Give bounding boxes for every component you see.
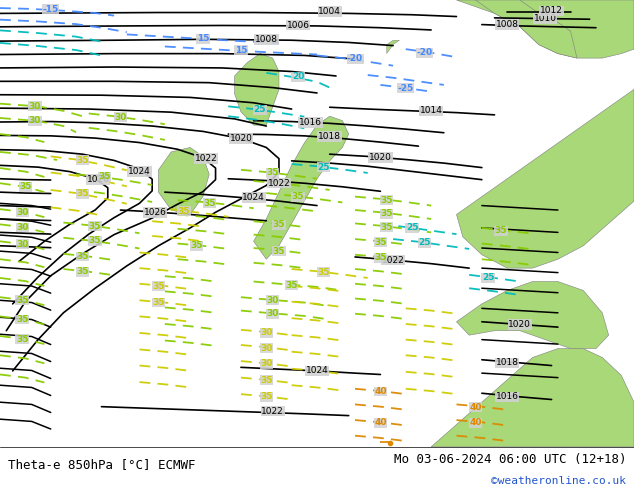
Text: 30: 30 (16, 223, 29, 232)
Text: 15: 15 (235, 46, 247, 54)
Text: 30: 30 (260, 343, 273, 353)
Text: 35: 35 (76, 190, 89, 198)
Polygon shape (456, 282, 609, 348)
Text: Mo 03-06-2024 06:00 UTC (12+18): Mo 03-06-2024 06:00 UTC (12+18) (394, 453, 626, 466)
Text: 35: 35 (374, 253, 387, 262)
Text: -20: -20 (417, 48, 433, 57)
Text: 25: 25 (406, 223, 418, 232)
Text: 35: 35 (16, 335, 29, 343)
Text: 1004: 1004 (318, 7, 341, 16)
Text: 1020: 1020 (230, 134, 252, 143)
Text: 1008: 1008 (496, 20, 519, 29)
Text: 1022: 1022 (195, 154, 217, 163)
Text: 35: 35 (76, 156, 89, 165)
Text: 35: 35 (152, 298, 165, 307)
Text: 35: 35 (273, 220, 285, 229)
Text: 25: 25 (317, 163, 330, 172)
Text: 1026: 1026 (144, 208, 167, 217)
Polygon shape (235, 53, 279, 125)
Text: 30: 30 (266, 296, 279, 305)
Text: 30: 30 (260, 359, 273, 368)
Text: 35: 35 (495, 226, 507, 235)
Text: 35: 35 (260, 376, 273, 385)
Text: 35: 35 (152, 281, 165, 291)
Text: 35: 35 (16, 315, 29, 324)
Text: 25: 25 (418, 238, 431, 247)
Text: 1018: 1018 (318, 132, 341, 141)
Text: 30: 30 (16, 240, 29, 249)
Text: 35: 35 (178, 207, 190, 216)
Text: 35: 35 (374, 238, 387, 246)
Text: 1016: 1016 (299, 118, 322, 127)
Text: 30: 30 (29, 116, 41, 125)
Text: 40: 40 (374, 387, 387, 396)
Text: Theta-e 850hPa [°C] ECMWF: Theta-e 850hPa [°C] ECMWF (8, 458, 195, 470)
Text: 1008: 1008 (255, 35, 278, 44)
Text: 40: 40 (469, 418, 482, 427)
Text: 1012: 1012 (540, 6, 563, 15)
Text: 1022: 1022 (382, 256, 404, 265)
Text: 35: 35 (292, 192, 304, 201)
Text: 35: 35 (317, 268, 330, 277)
Text: 1024: 1024 (128, 167, 151, 176)
Text: ©weatheronline.co.uk: ©weatheronline.co.uk (491, 475, 626, 486)
Text: 35: 35 (190, 241, 203, 250)
Text: 30: 30 (260, 328, 273, 338)
Text: 35: 35 (98, 172, 111, 181)
Text: -25: -25 (398, 83, 414, 93)
Text: 35: 35 (380, 209, 393, 218)
Text: 25: 25 (254, 105, 266, 115)
Text: 35: 35 (380, 222, 393, 231)
Text: 35: 35 (89, 236, 101, 245)
Text: 35: 35 (380, 196, 393, 205)
Text: 35: 35 (285, 281, 298, 290)
Polygon shape (456, 89, 634, 268)
Text: 35: 35 (203, 199, 216, 208)
Text: 30: 30 (16, 208, 29, 217)
Text: 1006: 1006 (287, 21, 309, 29)
Text: 1010: 1010 (534, 14, 557, 23)
Text: 1026: 1026 (87, 175, 110, 184)
Text: -15: -15 (42, 5, 59, 14)
Text: 35: 35 (76, 267, 89, 276)
Text: 40: 40 (374, 418, 387, 427)
Text: 30: 30 (114, 113, 127, 122)
Text: 35: 35 (19, 182, 32, 191)
Text: 35: 35 (260, 392, 273, 401)
Polygon shape (254, 116, 349, 259)
Text: 30: 30 (29, 102, 41, 111)
Polygon shape (158, 147, 209, 215)
Text: 40: 40 (469, 403, 482, 412)
Polygon shape (456, 0, 634, 58)
Text: 35: 35 (266, 169, 279, 177)
Text: 35: 35 (273, 246, 285, 256)
Text: 1020: 1020 (508, 320, 531, 329)
Text: 1018: 1018 (496, 358, 519, 368)
Text: 1022: 1022 (261, 407, 284, 416)
Polygon shape (476, 0, 577, 58)
Text: 30: 30 (266, 309, 279, 318)
Text: 35: 35 (16, 296, 29, 305)
Text: 1020: 1020 (369, 153, 392, 162)
Polygon shape (387, 40, 399, 53)
Text: 1024: 1024 (306, 367, 328, 375)
Text: 1016: 1016 (496, 392, 519, 401)
Text: -20: -20 (347, 54, 363, 64)
Text: 35: 35 (76, 252, 89, 261)
Text: 35: 35 (89, 221, 101, 231)
Text: 20: 20 (292, 73, 304, 81)
Text: 1024: 1024 (242, 193, 265, 202)
Text: 15: 15 (197, 34, 209, 44)
Text: 1014: 1014 (420, 106, 443, 115)
Polygon shape (431, 348, 634, 447)
Text: 25: 25 (482, 273, 495, 282)
Text: 1022: 1022 (268, 179, 290, 188)
